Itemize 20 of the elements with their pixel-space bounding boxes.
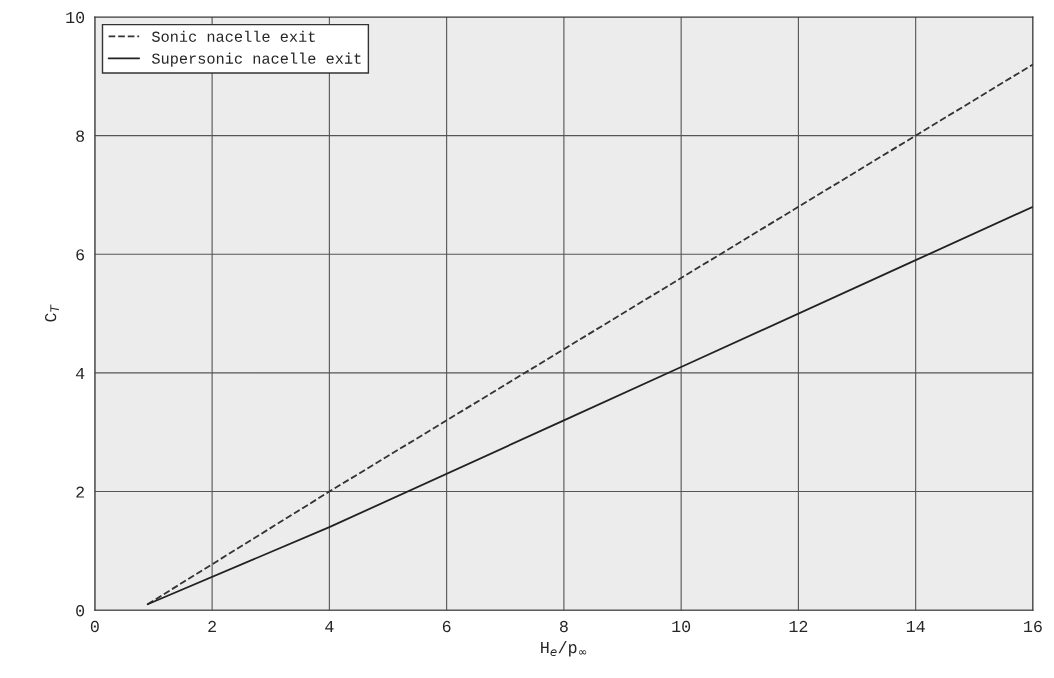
legend-label: Sonic nacelle exit [151, 30, 315, 42]
x-tick-label: 10 [672, 620, 691, 633]
y-tick-label: 10 [66, 11, 85, 24]
x-tick-label: 4 [325, 621, 334, 632]
legend-label: Supersonic nacelle exit [151, 52, 361, 67]
x-tick-label: 8 [559, 620, 568, 633]
x-tick-label: 2 [208, 620, 216, 632]
y-tick-label: 2 [76, 486, 84, 498]
x-tick-label: 0 [90, 620, 99, 633]
x-tick-label: 16 [1024, 620, 1042, 633]
x-tick-label: 12 [789, 620, 808, 632]
y-tick-label: 8 [76, 130, 85, 142]
x-tick-label: 6 [442, 620, 451, 633]
y-tick-label: 0 [76, 605, 85, 617]
x-tick-label: 14 [906, 621, 925, 632]
line-series [146, 205, 1033, 606]
y-tick-label: 6 [76, 249, 85, 261]
y-axis-title: C$_{T}$ [44, 304, 59, 322]
y-tick-label: 4 [75, 367, 85, 379]
x-axis-title: H$_{e}$/p$_{∞}$ [541, 641, 587, 657]
